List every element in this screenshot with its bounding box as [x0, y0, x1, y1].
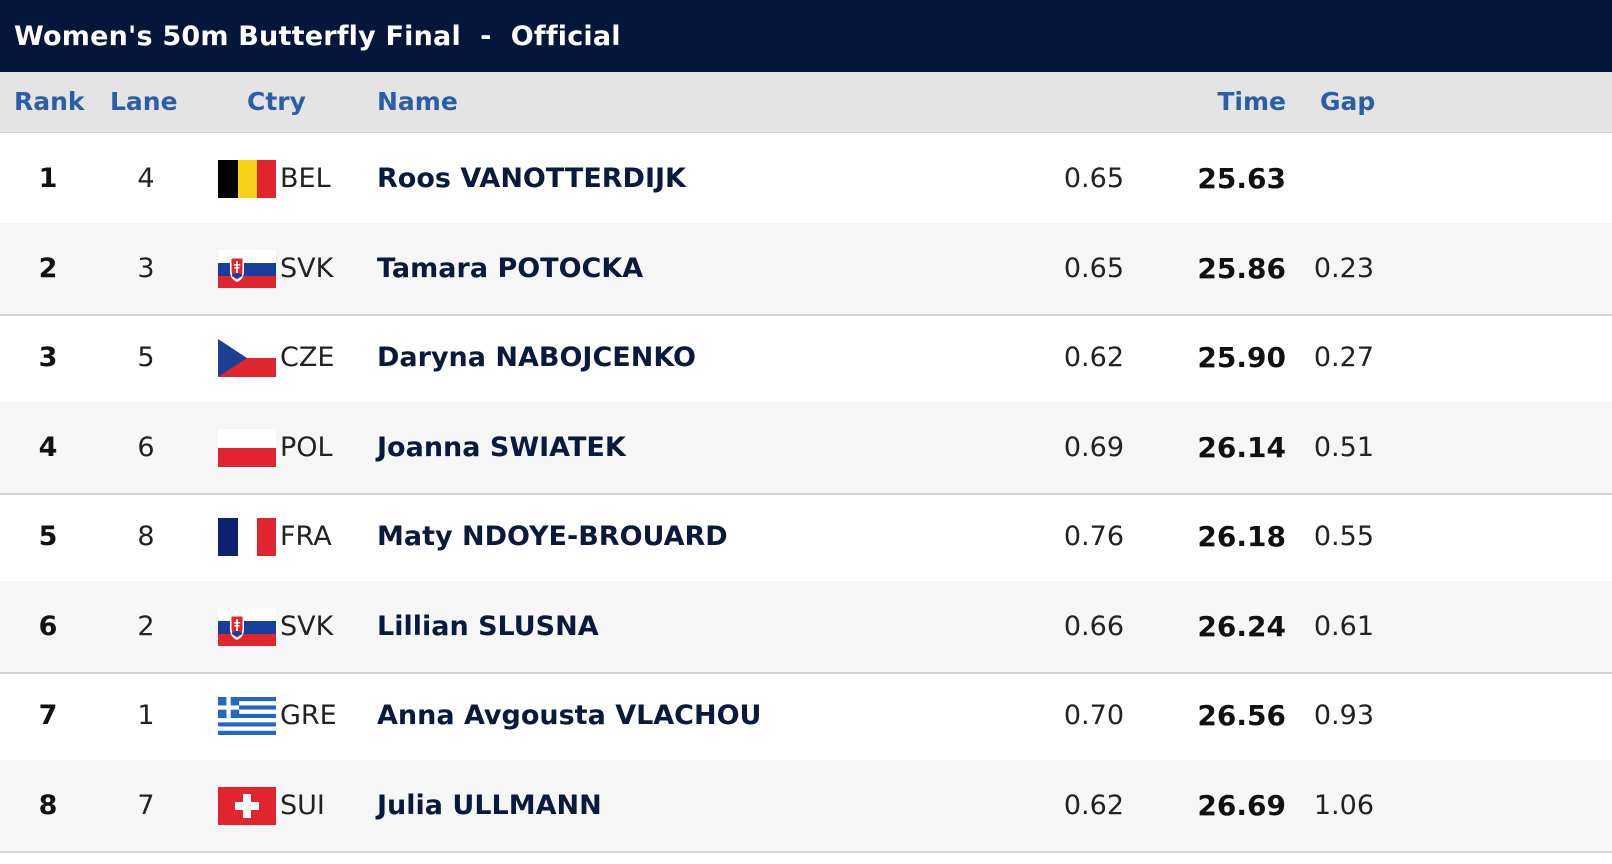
col-header-ctry: Ctry — [247, 87, 306, 116]
gap-cell: 0.93 — [1313, 700, 1374, 731]
time-cell: 26.24 — [1197, 609, 1286, 643]
athlete-name-link[interactable]: Julia ULLMANN — [377, 789, 602, 821]
time-cell: 26.14 — [1197, 430, 1286, 464]
athlete-name-link[interactable]: Joanna SWIATEK — [377, 431, 626, 463]
time-cell: 26.69 — [1197, 788, 1286, 822]
event-title-bar: Women's 50m Butterfly Final - Official — [0, 0, 1612, 72]
slovakia-flag-icon — [218, 249, 276, 288]
gap-cell — [1294, 133, 1374, 224]
table-row[interactable]: 5 8 FRA Maty NDOYE-BROUARD 0.76 26.18 0.55 — [0, 491, 1612, 584]
reaction-time-cell: 0.65 — [1063, 252, 1124, 284]
rank-cell: 1 — [38, 163, 58, 194]
lane-cell: 7 — [137, 789, 155, 821]
gap-cell: 0.27 — [1313, 342, 1374, 373]
france-flag-icon — [218, 518, 276, 556]
reaction-time-cell: 0.65 — [1063, 163, 1124, 194]
athlete-name-link[interactable]: Roos VANOTTERDIJK — [377, 163, 686, 194]
switzerland-flag-icon — [218, 786, 276, 825]
reaction-time-cell: 0.62 — [1063, 789, 1124, 821]
time-cell: 26.56 — [1197, 699, 1286, 732]
rank-cell: 5 — [38, 521, 58, 552]
country-code-cell: SVK — [280, 610, 334, 642]
col-header-gap: Gap — [1320, 87, 1376, 116]
table-row[interactable]: 1 4 BEL Roos VANOTTERDIJK 0.65 25.63 — [0, 133, 1612, 226]
country-code-cell: GRE — [280, 700, 337, 731]
country-code-cell: FRA — [280, 521, 332, 552]
athlete-name-link[interactable]: Anna Avgousta VLACHOU — [377, 700, 762, 731]
rank-cell: 6 — [38, 610, 58, 642]
gap-cell: 0.61 — [1313, 610, 1374, 642]
time-cell: 25.63 — [1197, 162, 1286, 195]
table-row[interactable]: 8 7 SUI Julia ULLMANN 0.62 26.69 1.06 — [0, 759, 1612, 853]
table-row[interactable]: 4 6 POL Joanna SWIATEK 0.69 26.14 0.51 — [0, 401, 1612, 495]
reaction-time-cell: 0.69 — [1063, 431, 1124, 463]
lane-cell: 1 — [137, 700, 155, 731]
athlete-name-link[interactable]: Lillian SLUSNA — [377, 610, 599, 642]
country-code-cell: CZE — [280, 342, 335, 373]
col-header-name: Name — [377, 87, 458, 116]
belgium-flag-icon — [218, 160, 276, 198]
time-cell: 25.90 — [1197, 341, 1286, 374]
poland-flag-icon — [218, 428, 276, 467]
athlete-name-link[interactable]: Maty NDOYE-BROUARD — [377, 521, 728, 552]
table-row[interactable]: 6 2 SVK Lillian SLUSNA 0.66 26.24 0.61 — [0, 580, 1612, 674]
rank-cell: 4 — [38, 431, 58, 463]
greece-flag-icon — [218, 697, 276, 735]
rank-cell: 2 — [38, 252, 58, 284]
reaction-time-cell: 0.62 — [1063, 342, 1124, 373]
table-row[interactable]: 2 3 SVK Tamara POTOCKA 0.65 25.86 0.23 — [0, 222, 1612, 316]
gap-cell: 0.23 — [1313, 252, 1374, 284]
country-code-cell: SUI — [280, 789, 325, 821]
time-cell: 26.18 — [1197, 520, 1286, 553]
col-header-time: Time — [1217, 87, 1286, 116]
rank-cell: 7 — [38, 700, 58, 731]
lane-cell: 5 — [137, 342, 155, 373]
slovakia-flag-icon — [218, 607, 276, 646]
athlete-name-link[interactable]: Daryna NABOJCENKO — [377, 342, 696, 373]
country-code-cell: SVK — [280, 252, 334, 284]
reaction-time-cell: 0.66 — [1063, 610, 1124, 642]
athlete-name-link[interactable]: Tamara POTOCKA — [377, 252, 644, 284]
lane-cell: 6 — [137, 431, 155, 463]
reaction-time-cell: 0.76 — [1063, 521, 1124, 552]
lane-cell: 4 — [137, 163, 155, 194]
country-code-cell: POL — [280, 431, 333, 463]
col-header-rank: Rank — [14, 87, 85, 116]
country-code-cell: BEL — [280, 163, 331, 194]
table-header: Rank Lane Ctry Name Time Gap — [0, 72, 1612, 133]
gap-cell: 0.51 — [1313, 431, 1374, 463]
rank-cell: 8 — [38, 789, 58, 821]
time-cell: 25.86 — [1197, 251, 1286, 285]
col-header-lane: Lane — [110, 87, 178, 116]
gap-cell: 1.06 — [1313, 789, 1374, 821]
gap-cell: 0.55 — [1313, 521, 1374, 552]
lane-cell: 3 — [137, 252, 155, 284]
lane-cell: 2 — [137, 610, 155, 642]
rank-cell: 3 — [38, 342, 58, 373]
czechia-flag-icon — [218, 339, 276, 377]
table-row[interactable]: 3 5 CZE Daryna NABOJCENKO 0.62 25.90 0.27 — [0, 312, 1612, 405]
event-title: Women's 50m Butterfly Final - Official — [14, 20, 621, 52]
reaction-time-cell: 0.70 — [1063, 700, 1124, 731]
table-row[interactable]: 7 1 GRE Anna Avgousta VLACHOU 0.70 26.56 0.93 — [0, 670, 1612, 763]
lane-cell: 8 — [137, 521, 155, 552]
